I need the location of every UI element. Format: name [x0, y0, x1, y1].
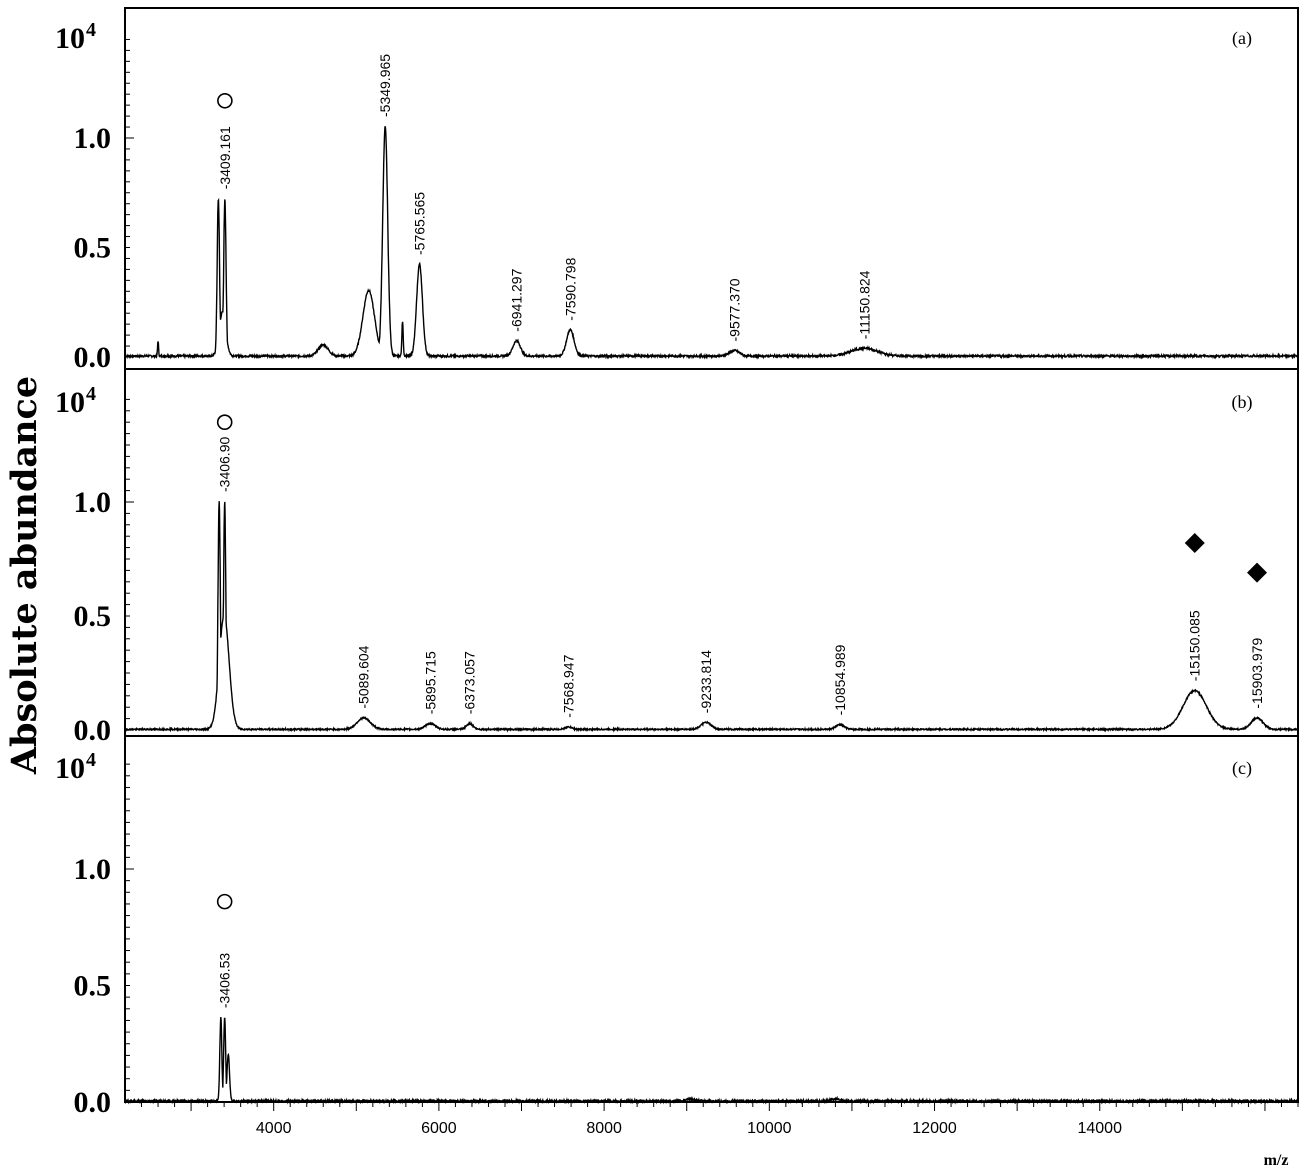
peak-label: -11150.824	[856, 270, 872, 339]
circle-marker	[217, 92, 233, 109]
spectra-panels: 0.00.51.010 4 (a)-3409.161-5349.965-5765.5…	[55, 7, 1299, 1137]
diamond-marker	[1184, 533, 1205, 554]
peak-label: -9577.370	[726, 278, 742, 341]
peak-label: -10854.989	[832, 644, 848, 715]
peak-label: -5349.965	[377, 54, 393, 117]
y-tick-label: 0.0	[74, 1086, 112, 1119]
peak-label: -3406.53	[217, 953, 233, 1008]
y-tick-label: 1.0	[74, 853, 112, 886]
circle-marker	[216, 893, 233, 910]
y-tick-label: 1.0	[74, 122, 112, 155]
y-multiplier-exponent: 4	[86, 749, 96, 771]
spectrum-trace	[124, 126, 1299, 360]
peak-label: -9233.814	[698, 650, 714, 713]
y-tick-label: 0.0	[74, 714, 112, 747]
y-multiplier-base: 10	[55, 752, 85, 785]
spectrum-trace	[124, 1017, 1299, 1105]
x-tick-label: 14000	[1077, 1120, 1122, 1137]
y-multiplier-exponent: 4	[86, 383, 96, 405]
y-tick-label: 0.0	[74, 341, 112, 374]
peak-label: -15903.979	[1249, 638, 1265, 709]
x-tick-label: 8000	[586, 1120, 622, 1137]
y-tick-label: 0.5	[74, 970, 112, 1003]
x-tick-label: 4000	[256, 1120, 292, 1137]
peak-label: -7568.947	[561, 654, 577, 717]
panel-label: (a)	[1232, 28, 1252, 49]
y-multiplier-base: 10	[55, 386, 85, 419]
peak-label: -5089.604	[356, 645, 372, 708]
plot-frame	[124, 7, 1299, 1103]
y-axis-label: Absolute abundance	[4, 376, 45, 775]
y-multiplier-exponent: 4	[86, 19, 96, 41]
spectrum-panel-b: 0.0 0.5 1.0 10 4 (b) -3406.90 -5089.604 -5895.71…	[55, 383, 1299, 747]
peak-label: -7590.798	[562, 257, 578, 320]
panel-label: (c)	[1232, 758, 1252, 779]
peak-label: -3409.161	[217, 126, 233, 189]
circle-marker	[216, 414, 233, 431]
x-tick-label: 6000	[421, 1120, 457, 1137]
x-tick-label: 10000	[747, 1120, 792, 1137]
spectrum-panel-c: 0.0 0.5 1.0 10 4 (c) -3406.53	[55, 749, 1299, 1119]
x-axis-label: m/z	[1264, 1152, 1289, 1169]
peak-label: -6373.057	[462, 651, 478, 714]
y-tick-label: 1.0	[74, 486, 112, 519]
y-multiplier-base: 10	[55, 22, 85, 55]
peak-label: -5895.715	[422, 651, 438, 714]
panel-label: (b)	[1232, 392, 1253, 413]
peak-label: -5765.565	[412, 192, 428, 255]
x-tick-label: 12000	[912, 1120, 957, 1137]
diamond-marker	[1247, 562, 1268, 583]
peak-label: -15150.085	[1187, 610, 1203, 681]
y-tick-label: 0.5	[74, 232, 112, 265]
y-tick-label: 0.5	[74, 600, 112, 633]
spectrum-trace	[124, 501, 1299, 733]
peak-label: -6941.297	[509, 268, 525, 331]
spectrum-panel-a: 0.0 0.5 1.0 10 4 (a) -3409.161 -5349.965 -5765.5…	[55, 19, 1299, 374]
peak-label: -3406.90	[217, 437, 233, 492]
